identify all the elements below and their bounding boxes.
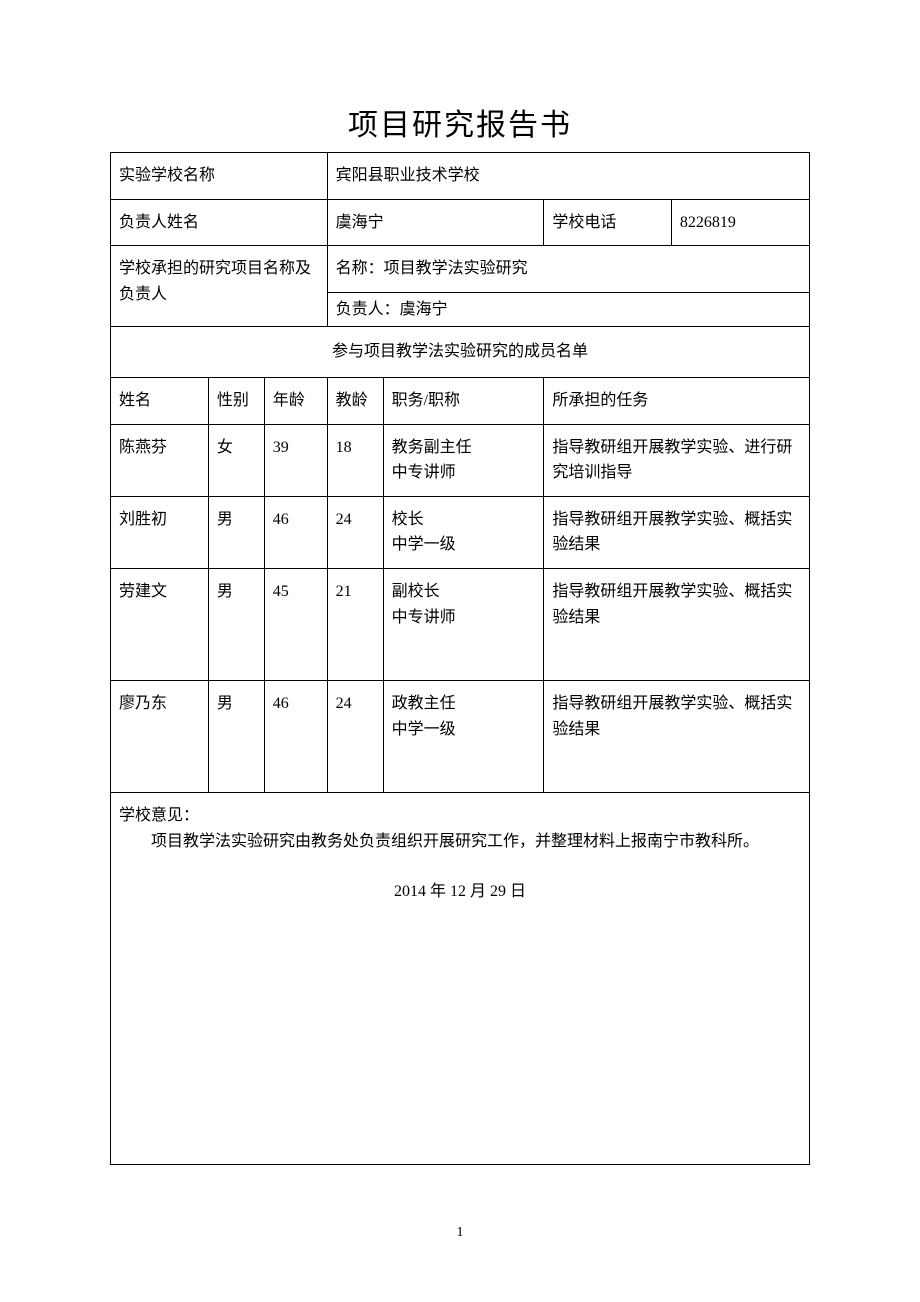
member-teach-age: 24 <box>327 681 383 793</box>
member-position: 教务副主任 中专讲师 <box>383 424 544 496</box>
opinion-label: 学校意见： <box>119 803 801 829</box>
principal-value: 虞海宁 <box>327 199 544 246</box>
project-name-value: 名称：项目教学法实验研究 <box>327 246 809 293</box>
col-header-position: 职务/职称 <box>383 377 544 424</box>
row-school-name: 实验学校名称 宾阳县职业技术学校 <box>111 153 810 200</box>
member-age: 46 <box>264 681 327 793</box>
member-name: 劳建文 <box>111 568 209 680</box>
member-teach-age: 18 <box>327 424 383 496</box>
col-header-name: 姓名 <box>111 377 209 424</box>
table-row: 廖乃东 男 46 24 政教主任 中学一级 指导教研组开展教学实验、概括实验结果 <box>111 681 810 793</box>
row-members-title: 参与项目教学法实验研究的成员名单 <box>111 327 810 378</box>
member-task: 指导教研组开展教学实验、概括实验结果 <box>544 681 810 793</box>
member-task: 指导教研组开展教学实验、概括实验结果 <box>544 568 810 680</box>
member-name: 刘胜初 <box>111 496 209 568</box>
school-name-label: 实验学校名称 <box>111 153 328 200</box>
school-name-value: 宾阳县职业技术学校 <box>327 153 809 200</box>
opinion-date: 2014 年 12 月 29 日 <box>119 879 801 905</box>
member-gender: 女 <box>208 424 264 496</box>
member-gender: 男 <box>208 568 264 680</box>
member-position: 校长 中学一级 <box>383 496 544 568</box>
phone-value: 8226819 <box>671 200 809 246</box>
page-number: 1 <box>110 1225 810 1241</box>
row-principal: 负责人姓名 虞海宁 学校电话 8226819 <box>111 199 810 246</box>
page-title: 项目研究报告书 <box>110 100 810 144</box>
member-gender: 男 <box>208 681 264 793</box>
member-teach-age: 24 <box>327 496 383 568</box>
row-members-header: 姓名 性别 年龄 教龄 职务/职称 所承担的任务 <box>111 377 810 424</box>
phone-label: 学校电话 <box>544 200 671 246</box>
principal-label: 负责人姓名 <box>111 199 328 246</box>
row-project-name: 学校承担的研究项目名称及负责人 名称：项目教学法实验研究 <box>111 246 810 293</box>
opinion-cell: 学校意见： 项目教学法实验研究由教务处负责组织开展研究工作，并整理材料上报南宁市… <box>111 793 810 1165</box>
table-row: 刘胜初 男 46 24 校长 中学一级 指导教研组开展教学实验、概括实验结果 <box>111 496 810 568</box>
col-header-teach-age: 教龄 <box>327 377 383 424</box>
project-label: 学校承担的研究项目名称及负责人 <box>111 246 328 327</box>
member-position: 政教主任 中学一级 <box>383 681 544 793</box>
member-age: 45 <box>264 568 327 680</box>
table-row: 劳建文 男 45 21 副校长 中专讲师 指导教研组开展教学实验、概括实验结果 <box>111 568 810 680</box>
row-opinion: 学校意见： 项目教学法实验研究由教务处负责组织开展研究工作，并整理材料上报南宁市… <box>111 793 810 1165</box>
report-table: 实验学校名称 宾阳县职业技术学校 负责人姓名 虞海宁 学校电话 8226819 … <box>110 152 810 1165</box>
member-name: 廖乃东 <box>111 681 209 793</box>
member-name: 陈燕芬 <box>111 424 209 496</box>
table-row: 陈燕芬 女 39 18 教务副主任 中专讲师 指导教研组开展教学实验、进行研究培… <box>111 424 810 496</box>
col-header-task: 所承担的任务 <box>544 377 810 424</box>
member-task: 指导教研组开展教学实验、进行研究培训指导 <box>544 424 810 496</box>
member-age: 39 <box>264 424 327 496</box>
member-task: 指导教研组开展教学实验、概括实验结果 <box>544 496 810 568</box>
member-position: 副校长 中专讲师 <box>383 568 544 680</box>
member-age: 46 <box>264 496 327 568</box>
phone-cell: 学校电话 8226819 <box>544 199 810 246</box>
members-section-title: 参与项目教学法实验研究的成员名单 <box>111 327 810 378</box>
member-gender: 男 <box>208 496 264 568</box>
project-principal-value: 负责人：虞海宁 <box>327 292 809 327</box>
col-header-age: 年龄 <box>264 377 327 424</box>
col-header-gender: 性别 <box>208 377 264 424</box>
member-teach-age: 21 <box>327 568 383 680</box>
opinion-body: 项目教学法实验研究由教务处负责组织开展研究工作，并整理材料上报南宁市教科所。 <box>119 829 801 855</box>
